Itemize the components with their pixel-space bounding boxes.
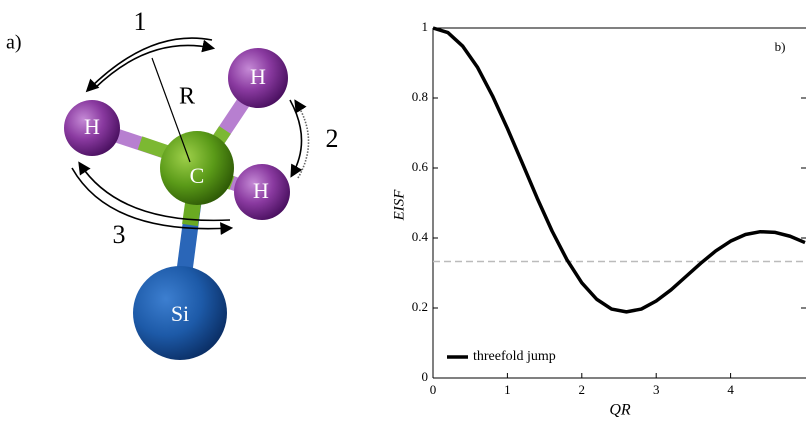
atom-h xyxy=(234,164,290,220)
panel-label: b) xyxy=(775,39,786,54)
atom-label: H xyxy=(253,178,269,203)
data-line xyxy=(432,26,806,314)
x-tick-label: 0 xyxy=(430,382,437,397)
y-tick-label: 0.8 xyxy=(412,89,428,104)
x-tick-label: 2 xyxy=(579,382,586,397)
panel-label: a) xyxy=(6,32,22,54)
atom-h xyxy=(228,48,288,108)
radius-label: R xyxy=(179,84,195,110)
atom-h xyxy=(64,100,120,156)
y-tick-label: 0.2 xyxy=(412,299,428,314)
y-tick-label: 0 xyxy=(422,369,429,384)
y-tick-label: 0.4 xyxy=(412,229,429,244)
y-tick-label: 1 xyxy=(422,19,429,34)
jump-arrows xyxy=(71,37,310,235)
x-axis-label: QR xyxy=(609,402,631,419)
x-tick-label: 4 xyxy=(727,382,734,397)
atom-si xyxy=(133,266,227,360)
atom-label: Si xyxy=(171,301,189,326)
atom-label: H xyxy=(84,114,100,139)
panel-a: a) Si C H H H R xyxy=(6,7,339,360)
jump-label: 2 xyxy=(326,124,339,153)
jump-label: 1 xyxy=(134,7,147,36)
legend-label: threefold jump xyxy=(473,349,556,364)
x-tick-label: 1 xyxy=(504,382,511,397)
y-axis-label: EISF xyxy=(391,189,407,222)
x-tick-label: 3 xyxy=(653,382,660,397)
y-tick-label: 0.6 xyxy=(412,159,429,174)
jump-label: 3 xyxy=(113,220,126,249)
atom-label: H xyxy=(250,64,266,89)
atom-label: C xyxy=(190,163,205,188)
panel-b: b) QR EISF 0 0.2 0.4 0.6 0.8 1 0 1 2 3 4 threefold … xyxy=(391,19,806,419)
atom-c xyxy=(160,131,234,205)
radius-line xyxy=(151,57,191,163)
